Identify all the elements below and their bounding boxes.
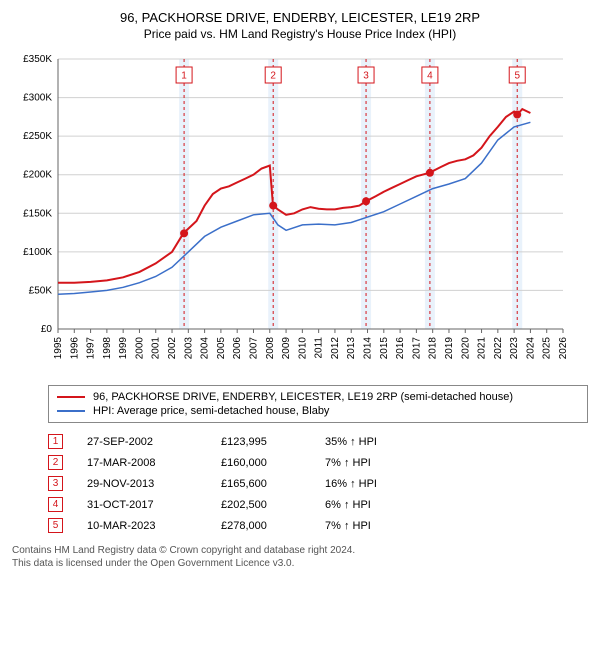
svg-text:2022: 2022 <box>493 337 504 360</box>
legend: 96, PACKHORSE DRIVE, ENDERBY, LEICESTER,… <box>48 385 588 423</box>
svg-text:1997: 1997 <box>86 337 97 360</box>
svg-text:2012: 2012 <box>330 337 341 360</box>
transaction-price: £278,000 <box>221 520 301 532</box>
transaction-date: 10-MAR-2023 <box>87 520 197 532</box>
transaction-delta: 7% ↑ HPI <box>325 520 415 532</box>
transaction-delta: 35% ↑ HPI <box>325 436 415 448</box>
svg-text:2011: 2011 <box>314 337 325 359</box>
svg-text:2023: 2023 <box>509 337 520 360</box>
transaction-marker: 1 <box>48 434 63 449</box>
svg-text:2014: 2014 <box>363 337 374 360</box>
transaction-row: 4 31-OCT-2017 £202,500 6% ↑ HPI <box>48 494 588 515</box>
svg-text:5: 5 <box>514 71 520 82</box>
transaction-date: 27-SEP-2002 <box>87 436 197 448</box>
svg-text:2015: 2015 <box>379 337 390 360</box>
chart-container: £0 £50K £100K £150K £200K £250K £300K £350K 1995… <box>8 49 592 379</box>
footer-line: This data is licensed under the Open Gov… <box>12 557 588 570</box>
svg-text:£350K: £350K <box>23 54 52 65</box>
svg-text:2024: 2024 <box>525 337 536 360</box>
svg-text:£200K: £200K <box>23 170 52 181</box>
svg-text:2025: 2025 <box>542 337 553 360</box>
svg-text:4: 4 <box>427 71 433 82</box>
legend-swatch <box>57 396 85 398</box>
svg-text:£150K: £150K <box>23 208 52 219</box>
svg-text:2004: 2004 <box>200 337 211 360</box>
svg-text:2005: 2005 <box>216 337 227 360</box>
svg-text:2009: 2009 <box>281 337 292 360</box>
transaction-delta: 6% ↑ HPI <box>325 499 415 511</box>
line-chart: £0 £50K £100K £150K £200K £250K £300K £350K 1995… <box>8 49 568 379</box>
svg-text:2006: 2006 <box>232 337 243 360</box>
svg-text:2000: 2000 <box>134 337 145 360</box>
svg-text:2017: 2017 <box>411 337 422 360</box>
svg-text:2016: 2016 <box>395 337 406 360</box>
footer: Contains HM Land Registry data © Crown c… <box>12 544 588 570</box>
svg-text:2019: 2019 <box>444 337 455 360</box>
svg-text:2013: 2013 <box>346 337 357 360</box>
legend-label: 96, PACKHORSE DRIVE, ENDERBY, LEICESTER,… <box>93 391 513 403</box>
svg-text:1998: 1998 <box>102 337 113 360</box>
svg-text:1999: 1999 <box>118 337 129 360</box>
page-title: 96, PACKHORSE DRIVE, ENDERBY, LEICESTER,… <box>8 10 592 25</box>
footer-line: Contains HM Land Registry data © Crown c… <box>12 544 588 557</box>
transaction-price: £123,995 <box>221 436 301 448</box>
transaction-price: £160,000 <box>221 457 301 469</box>
transaction-date: 29-NOV-2013 <box>87 478 197 490</box>
svg-text:2020: 2020 <box>460 337 471 360</box>
transaction-date: 17-MAR-2008 <box>87 457 197 469</box>
transaction-delta: 16% ↑ HPI <box>325 478 415 490</box>
svg-text:£50K: £50K <box>29 285 53 296</box>
transaction-delta: 7% ↑ HPI <box>325 457 415 469</box>
svg-text:£250K: £250K <box>23 131 52 142</box>
svg-text:2007: 2007 <box>248 337 259 360</box>
svg-text:£100K: £100K <box>23 247 52 258</box>
svg-text:1: 1 <box>181 71 187 82</box>
svg-text:1995: 1995 <box>53 337 64 360</box>
transaction-marker: 4 <box>48 497 63 512</box>
transaction-marker: 2 <box>48 455 63 470</box>
transaction-marker: 3 <box>48 476 63 491</box>
svg-text:2003: 2003 <box>183 337 194 360</box>
legend-label: HPI: Average price, semi-detached house,… <box>93 405 329 417</box>
svg-text:£300K: £300K <box>23 93 52 104</box>
svg-text:2010: 2010 <box>297 337 308 360</box>
svg-text:3: 3 <box>363 71 369 82</box>
legend-item: 96, PACKHORSE DRIVE, ENDERBY, LEICESTER,… <box>57 390 579 404</box>
svg-text:2001: 2001 <box>151 337 162 360</box>
svg-text:2008: 2008 <box>265 337 276 360</box>
transaction-price: £202,500 <box>221 499 301 511</box>
transaction-marker: 5 <box>48 518 63 533</box>
page-subtitle: Price paid vs. HM Land Registry's House … <box>8 27 592 41</box>
transaction-row: 1 27-SEP-2002 £123,995 35% ↑ HPI <box>48 431 588 452</box>
transaction-row: 5 10-MAR-2023 £278,000 7% ↑ HPI <box>48 515 588 536</box>
transaction-table: 1 27-SEP-2002 £123,995 35% ↑ HPI 2 17-MAR-200… <box>48 431 588 536</box>
svg-text:£0: £0 <box>41 324 53 335</box>
legend-swatch <box>57 410 85 412</box>
svg-text:2: 2 <box>270 71 276 82</box>
svg-text:2018: 2018 <box>428 337 439 360</box>
transaction-row: 2 17-MAR-2008 £160,000 7% ↑ HPI <box>48 452 588 473</box>
svg-text:2002: 2002 <box>167 337 178 360</box>
svg-text:1996: 1996 <box>69 337 80 360</box>
transaction-date: 31-OCT-2017 <box>87 499 197 511</box>
transaction-row: 3 29-NOV-2013 £165,600 16% ↑ HPI <box>48 473 588 494</box>
svg-text:2026: 2026 <box>558 337 568 360</box>
transaction-price: £165,600 <box>221 478 301 490</box>
svg-text:2021: 2021 <box>477 337 488 360</box>
legend-item: HPI: Average price, semi-detached house,… <box>57 404 579 418</box>
